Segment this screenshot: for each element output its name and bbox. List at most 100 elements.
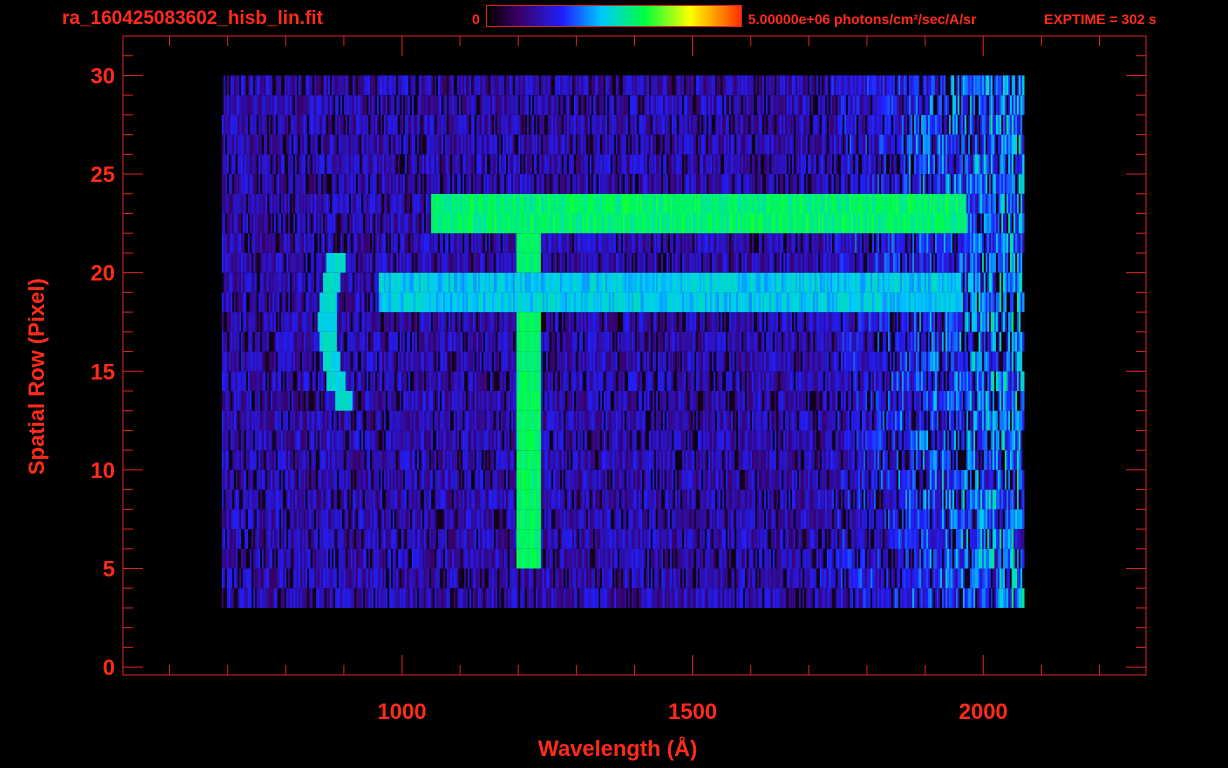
image-pixel bbox=[279, 568, 282, 589]
image-pixel bbox=[533, 489, 537, 510]
image-pixel bbox=[331, 548, 334, 569]
image-pixel bbox=[664, 588, 667, 608]
image-pixel bbox=[589, 489, 592, 510]
image-pixel bbox=[540, 489, 544, 510]
image-pixel bbox=[432, 430, 436, 451]
image-pixel bbox=[591, 430, 594, 451]
image-pixel bbox=[800, 469, 803, 490]
image-pixel bbox=[694, 489, 697, 510]
image-pixel bbox=[990, 450, 994, 470]
image-pixel bbox=[221, 568, 225, 589]
image-pixel bbox=[336, 529, 340, 549]
image-pixel bbox=[666, 430, 669, 451]
image-pixel bbox=[588, 529, 591, 549]
image-pixel bbox=[457, 568, 460, 589]
image-pixel bbox=[309, 430, 312, 451]
image-pixel bbox=[235, 568, 239, 589]
image-pixel bbox=[650, 568, 654, 589]
image-pixel bbox=[724, 588, 727, 608]
image-pixel bbox=[312, 430, 315, 451]
image-pixel bbox=[931, 489, 934, 510]
image-pixel bbox=[253, 529, 256, 549]
image-pixel bbox=[987, 450, 990, 470]
image-pixel bbox=[314, 450, 317, 470]
image-pixel bbox=[676, 489, 680, 510]
image-pixel bbox=[924, 469, 927, 490]
image-pixel bbox=[1008, 529, 1011, 549]
image-pixel bbox=[551, 450, 554, 470]
image-pixel bbox=[321, 469, 324, 490]
image-pixel bbox=[558, 529, 561, 549]
image-pixel bbox=[359, 489, 362, 510]
image-pixel bbox=[310, 568, 313, 589]
image-pixel bbox=[364, 548, 368, 569]
image-pixel bbox=[792, 568, 795, 589]
image-pixel bbox=[429, 588, 432, 608]
image-pixel bbox=[528, 450, 531, 470]
image-pixel bbox=[949, 430, 952, 451]
image-pixel bbox=[249, 489, 252, 510]
image-pixel bbox=[635, 509, 638, 529]
image-pixel bbox=[589, 509, 592, 529]
image-pixel bbox=[408, 509, 411, 529]
image-pixel bbox=[744, 568, 748, 589]
image-pixel bbox=[399, 509, 402, 529]
image-pixel bbox=[385, 568, 388, 589]
image-pixel bbox=[227, 450, 230, 470]
image-pixel bbox=[900, 529, 903, 549]
image-pixel bbox=[935, 489, 938, 510]
image-pixel bbox=[331, 450, 334, 470]
image-pixel bbox=[908, 548, 912, 569]
image-pixel bbox=[1022, 548, 1025, 569]
image-pixel bbox=[835, 568, 838, 589]
image-pixel bbox=[732, 548, 735, 569]
image-pixel bbox=[392, 588, 395, 608]
image-pixel bbox=[258, 529, 261, 549]
image-pixel bbox=[933, 548, 936, 569]
image-pixel bbox=[727, 568, 730, 589]
image-pixel bbox=[732, 529, 735, 549]
image-pixel bbox=[350, 568, 354, 589]
image-pixel bbox=[886, 588, 889, 608]
image-pixel bbox=[336, 568, 340, 589]
image-pixel bbox=[535, 568, 538, 589]
image-pixel bbox=[418, 469, 422, 490]
image-pixel bbox=[734, 509, 737, 529]
image-pixel bbox=[807, 489, 810, 510]
image-pixel bbox=[910, 489, 913, 510]
image-pixel bbox=[349, 548, 352, 569]
image-pixel bbox=[943, 450, 946, 470]
image-pixel bbox=[579, 529, 582, 549]
image-pixel bbox=[877, 509, 880, 529]
image-pixel bbox=[966, 548, 969, 569]
image-pixel bbox=[966, 450, 969, 470]
image-pixel bbox=[384, 529, 387, 549]
image-pixel bbox=[647, 509, 650, 529]
image-pixel bbox=[823, 548, 826, 569]
image-pixel bbox=[757, 548, 760, 569]
image-pixel bbox=[975, 450, 978, 470]
image-pixel bbox=[799, 430, 802, 451]
image-pixel bbox=[352, 548, 355, 569]
image-pixel bbox=[647, 430, 650, 451]
image-pixel bbox=[832, 509, 835, 529]
image-pixel bbox=[676, 548, 680, 569]
image-pixel bbox=[540, 568, 544, 589]
image-pixel bbox=[610, 450, 613, 470]
image-pixel bbox=[802, 568, 805, 589]
image-pixel bbox=[985, 469, 988, 490]
image-pixel bbox=[478, 430, 481, 451]
image-pixel bbox=[492, 489, 495, 510]
image-pixel bbox=[370, 489, 373, 510]
image-pixel bbox=[797, 430, 800, 451]
image-pixel bbox=[385, 509, 388, 529]
image-pixel bbox=[1013, 450, 1016, 470]
image-pixel bbox=[678, 548, 681, 569]
image-pixel bbox=[779, 430, 783, 451]
image-pixel bbox=[701, 568, 704, 589]
image-pixel bbox=[284, 469, 287, 490]
image-pixel bbox=[671, 588, 674, 608]
image-pixel bbox=[786, 588, 790, 608]
image-pixel bbox=[846, 568, 849, 589]
image-pixel bbox=[936, 469, 940, 490]
